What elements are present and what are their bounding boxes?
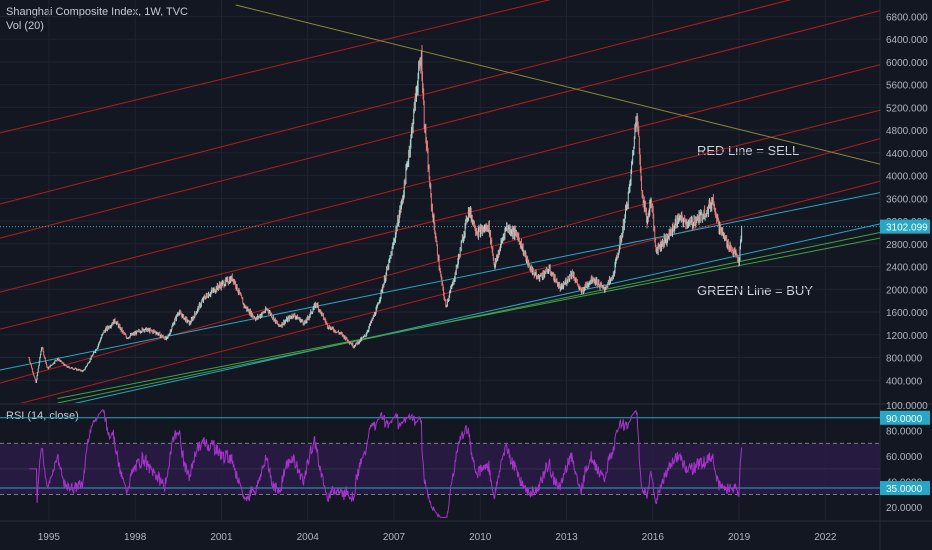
cyan-trend-line <box>74 223 880 403</box>
price-tick-label: 2400.000 <box>886 263 928 274</box>
downtrend-line <box>235 4 880 165</box>
last-price-value: 3102.099 <box>886 223 928 234</box>
price-tick-label: 1200.000 <box>886 331 928 342</box>
red-trend-line <box>0 10 880 239</box>
cyan-trend-line <box>0 192 880 371</box>
red-trend-line <box>0 138 880 384</box>
green-trend-line <box>57 237 880 399</box>
time-tick-label: 2013 <box>555 532 578 543</box>
price-tick-label: 5200.000 <box>886 103 928 114</box>
chart-title: Shanghai Composite Index, 1W, TVC <box>6 6 189 18</box>
time-tick-label: 1995 <box>38 532 61 543</box>
rsi-label: RSI (14, close) <box>6 410 79 422</box>
red-trend-line <box>0 0 792 205</box>
red-trend-line <box>0 64 880 293</box>
price-tick-label: 4800.000 <box>886 126 928 137</box>
price-tick-label: 1600.000 <box>886 308 928 319</box>
time-tick-label: 2022 <box>814 532 837 543</box>
price-tick-label: 800.000 <box>886 354 923 365</box>
time-tick-label: 1998 <box>124 532 147 543</box>
rsi-tick-label: 60.0000 <box>886 452 923 463</box>
time-tick-label: 2010 <box>469 532 492 543</box>
price-tick-label: 6800.000 <box>886 12 928 23</box>
time-tick-label: 2001 <box>210 532 233 543</box>
last-price-badge <box>880 219 930 234</box>
red-trend-line <box>0 0 551 134</box>
sell-annotation: RED Line = SELL <box>697 143 800 158</box>
price-tick-label: 5600.000 <box>886 81 928 92</box>
price-tick-label: 400.000 <box>886 376 923 387</box>
time-tick-label: 2007 <box>383 532 406 543</box>
time-tick-label: 2004 <box>297 532 320 543</box>
price-tick-label: 3600.000 <box>886 194 928 205</box>
rsi-low-value: 35.0000 <box>886 484 923 495</box>
rsi-tick-label: 20.0000 <box>886 503 923 514</box>
volume-label: Vol (20) <box>6 20 44 32</box>
rsi-tick-label: 80.0000 <box>886 427 923 438</box>
time-tick-label: 2016 <box>642 532 665 543</box>
red-trend-line <box>0 109 880 330</box>
rsi-low-badge <box>880 481 930 496</box>
green-trend-line <box>57 231 880 403</box>
time-tick-label: 2019 <box>728 532 751 543</box>
price-tick-label: 2800.000 <box>886 240 928 251</box>
price-plot <box>0 0 880 403</box>
price-tick-label: 4400.000 <box>886 149 928 160</box>
price-tick-label: 2000.000 <box>886 285 928 296</box>
rsi-plot <box>0 408 880 518</box>
price-tick-label: 6000.000 <box>886 58 928 69</box>
price-tick-label: 4000.000 <box>886 172 928 183</box>
rsi-tick-label: 100.0000 <box>886 401 928 412</box>
price-tick-label: 6400.000 <box>886 35 928 46</box>
rsi-high-value: 90.0000 <box>886 414 923 425</box>
rsi-high-badge <box>880 410 930 425</box>
rsi-line <box>29 408 743 518</box>
red-trend-line <box>20 180 880 403</box>
buy-annotation: GREEN Line = BUY <box>697 283 813 298</box>
